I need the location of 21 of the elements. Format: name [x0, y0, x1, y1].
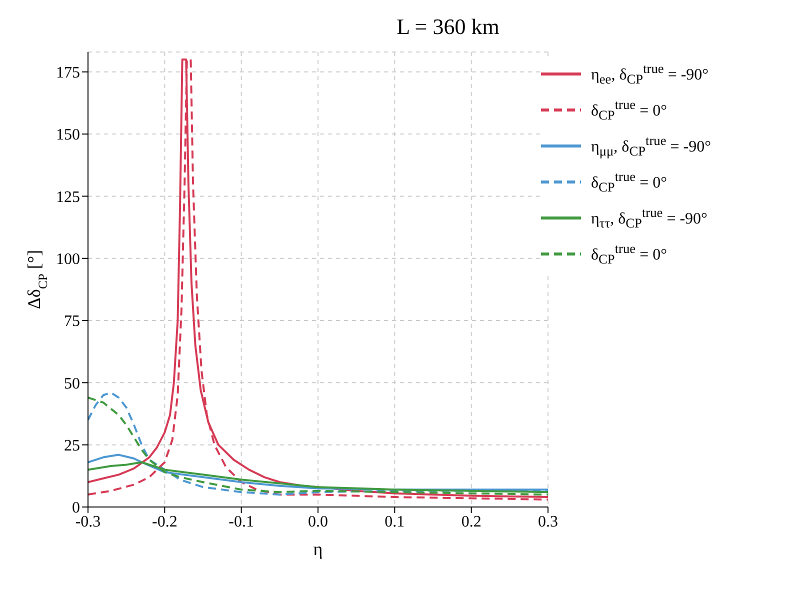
y-tick-label: 175: [56, 64, 80, 82]
x-tick-label: -0.1: [228, 513, 254, 530]
x-tick-label: 0.0: [308, 513, 328, 530]
y-tick-label: 75: [64, 313, 80, 330]
x-tick-label: -0.2: [152, 513, 178, 530]
x-axis-title: η: [313, 539, 323, 559]
legend-label: η$_{ττ}$, δ$_{CP}$$^{true}$ = -90°: [591, 204, 708, 232]
x-tick-label: 0.2: [461, 513, 482, 530]
legend-label: δ$_{CP}$$^{true}$ = 0°: [591, 168, 668, 196]
y-tick-label: 100: [56, 251, 80, 268]
legend-label: η$_{ee}$, δ$_{CP}$$^{true}$ = -90°: [591, 60, 709, 88]
chart-title: L = 360 km: [396, 14, 500, 39]
y-tick-label: 125: [56, 188, 80, 206]
y-tick-label: 150: [56, 126, 80, 144]
legend-label: δ$_{CP}$$^{true}$ = 0°: [591, 240, 668, 268]
x-tick-label: 0.3: [538, 513, 558, 530]
legend-label: δ$_{CP}$$^{true}$ = 0°: [591, 96, 668, 124]
legend-label: η$_{μμ}$, δ$_{CP}$$^{true}$ = -90°: [591, 132, 712, 160]
x-tick-label: 0.1: [384, 513, 405, 530]
y-tick-label: 50: [64, 375, 80, 392]
y-tick-label: 25: [64, 438, 80, 455]
